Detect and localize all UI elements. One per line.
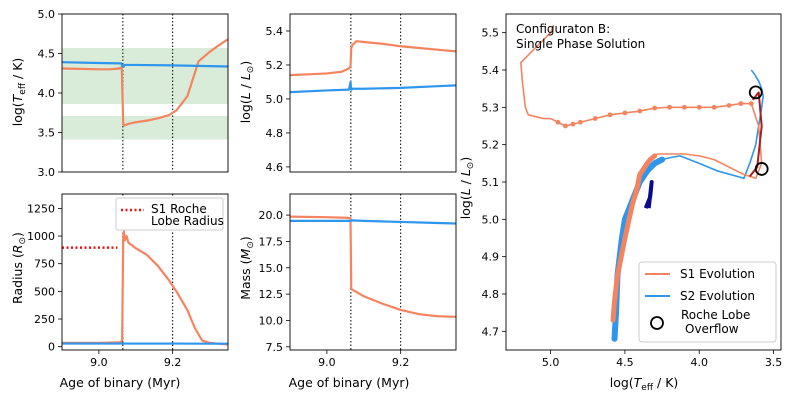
series-line-s2-late	[662, 70, 763, 178]
y-tick-label: 12.5	[259, 288, 284, 301]
x-tick-label: 4.5	[616, 356, 634, 369]
y-tick-label: 5.5	[482, 27, 500, 40]
y-tick-label: 10.0	[259, 314, 284, 327]
plot-area	[290, 14, 456, 172]
series-marker-s1	[738, 101, 743, 106]
series-line-s1	[62, 232, 228, 345]
y-tick-label: 250	[34, 313, 55, 326]
series-line-s1	[290, 41, 456, 75]
hrd-xlabel: log(Teff / K)	[610, 375, 679, 393]
series-line-s2	[290, 220, 456, 223]
plot-area	[290, 194, 456, 350]
x-tick-label: 9.2	[392, 356, 410, 369]
hrd-legend-roche-label-2: Overflow	[685, 322, 739, 336]
x-tick-label: 3.5	[765, 356, 783, 369]
series-marker-s1	[682, 105, 687, 110]
hrd-legend-roche-label-1: Roche Lobe	[681, 308, 750, 322]
series-marker-s1	[608, 112, 613, 117]
series-marker-s1	[697, 105, 702, 110]
series-marker-s1	[712, 105, 717, 110]
x-tick-label: 5.0	[542, 356, 560, 369]
series-marker-s1	[652, 106, 657, 111]
series-marker-s1	[727, 103, 732, 108]
svg-text:Mass (M⊙): Mass (M⊙)	[238, 236, 256, 300]
axes-frame	[290, 14, 456, 172]
y-tick-label: 4.0	[38, 87, 56, 100]
y-tick-label: 1000	[27, 230, 55, 243]
hrd-legend-s1-label: S1 Evolution	[680, 267, 755, 281]
y-tick-label: 4.9	[482, 251, 500, 264]
hrd-title-line1: Configuraton B:	[516, 22, 610, 36]
y-tick-label: 4.6	[266, 161, 284, 174]
radius-ylabel: Radius (R⊙)	[10, 232, 28, 304]
hrd-legend: S1 Evolution S2 Evolution Roche Lobe Ove…	[639, 262, 776, 342]
mass-xlabel: Age of binary (Myr)	[289, 375, 410, 390]
y-tick-label: 20.0	[259, 209, 284, 222]
hrd-ylabel: log(L / L⊙)	[458, 157, 476, 219]
series-marker-s1	[570, 122, 575, 127]
teff-ylabel: log(Teff / K)	[10, 58, 28, 127]
x-tick-label: 4.0	[690, 356, 708, 369]
series-line-s1	[290, 217, 456, 317]
y-tick-label: 500	[34, 285, 55, 298]
svg-text:log(Teff / K): log(Teff / K)	[10, 58, 28, 127]
y-tick-label: 5.2	[266, 59, 284, 72]
y-tick-label: 5.0	[482, 213, 500, 226]
y-tick-label: 5.1	[482, 176, 500, 189]
x-tick-label: 9.0	[90, 356, 108, 369]
y-tick-label: 17.5	[259, 235, 284, 248]
series-line-s2-overflow	[646, 182, 652, 208]
series-marker-s1	[667, 105, 672, 110]
y-tick-label: 1250	[27, 202, 55, 215]
series-marker-s1	[749, 101, 754, 106]
svg-text:Radius (R⊙): Radius (R⊙)	[10, 232, 28, 304]
x-tick-label: 9.2	[164, 356, 182, 369]
y-tick-label: 7.5	[266, 341, 284, 354]
svg-text:log(L / L⊙): log(L / L⊙)	[458, 157, 476, 219]
y-tick-label: 0	[48, 341, 55, 354]
y-tick-label: 4.8	[482, 288, 500, 301]
luminosity-panel: 4.6 4.8 5.0 5.2 5.4	[266, 14, 457, 174]
y-tick-label: 5.0	[266, 93, 284, 106]
y-tick-label: 5.4	[266, 25, 284, 38]
y-tick-label: 15.0	[259, 262, 284, 275]
teff-panel: 3.0 3.5 4.0 4.5 5.0	[38, 8, 229, 179]
radius-legend: S1 Roche Lobe Radius	[116, 198, 224, 230]
hrd-legend-s2-label: S2 Evolution	[680, 289, 755, 303]
y-tick-label: 750	[34, 258, 55, 271]
series-line-s2	[290, 82, 456, 92]
y-tick-label: 4.8	[266, 127, 284, 140]
series-marker-s1	[556, 120, 561, 125]
y-tick-label: 5.4	[482, 64, 500, 77]
series-marker-s1	[563, 124, 568, 129]
lum-ylabel: log(L / L⊙)	[238, 61, 256, 123]
plot-area	[62, 14, 228, 172]
series-marker-s1	[637, 109, 642, 114]
radius-legend-label-2: Lobe Radius	[151, 214, 224, 228]
series-marker-s1	[593, 116, 598, 121]
series-marker-s1	[578, 120, 583, 125]
svg-text:log(L / L⊙): log(L / L⊙)	[238, 61, 256, 123]
y-tick-label: 3.5	[38, 127, 56, 140]
x-tick-label: 9.0	[318, 356, 336, 369]
mass-ylabel: Mass (M⊙)	[238, 236, 256, 300]
y-tick-label: 5.2	[482, 139, 500, 152]
radius-xlabel: Age of binary (Myr)	[60, 375, 181, 390]
y-tick-label: 4.5	[38, 48, 56, 61]
y-tick-label: 5.0	[38, 8, 56, 21]
series-marker-s1	[623, 111, 628, 116]
hrd-title-line2: Single Phase Solution	[516, 37, 645, 51]
shaded-band	[62, 116, 228, 140]
y-tick-label: 3.0	[38, 166, 56, 179]
mass-panel: 7.5 10.0 12.5 15.0 17.5 20.0 9.0 9.2	[259, 194, 457, 369]
y-tick-label: 4.7	[482, 325, 500, 338]
y-tick-label: 5.3	[482, 101, 500, 114]
